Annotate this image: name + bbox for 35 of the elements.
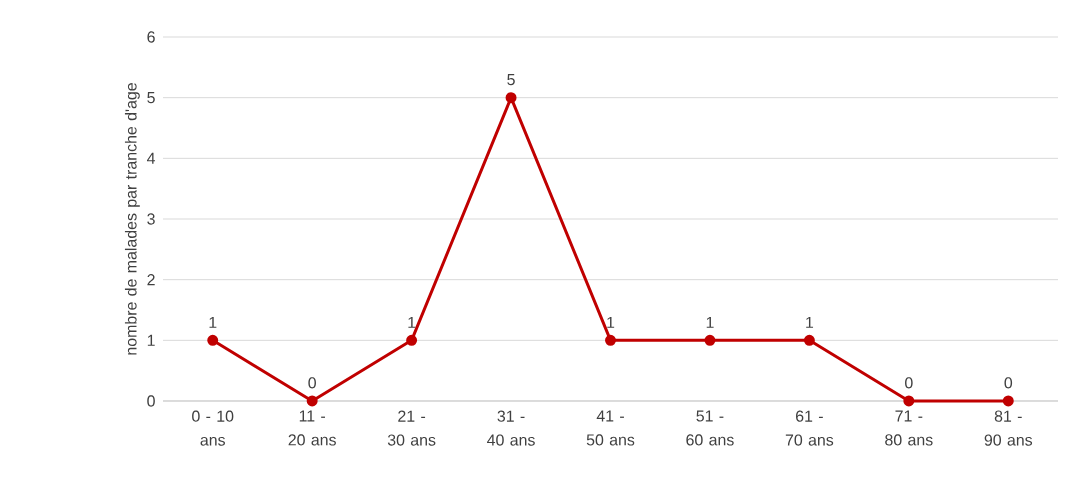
y-axis-title: nombre de malades par tranche d'age — [124, 83, 140, 355]
x-tick-label: 81 - 90 ans — [984, 410, 1033, 446]
x-tick-label: 31 - 40 ans — [487, 410, 535, 446]
y-tick-label: 6 — [147, 31, 155, 43]
point — [207, 334, 219, 346]
data-label: 5 — [507, 74, 515, 86]
point — [1002, 395, 1014, 407]
x-tick-label: 41 - 50 ans — [586, 410, 635, 446]
data-label: 0 — [308, 377, 316, 389]
y-tick-label: 4 — [146, 152, 156, 164]
y-tick-label: 1 — [147, 334, 155, 346]
point — [306, 395, 318, 407]
x-tick-label: 51 - 60 ans — [686, 410, 734, 446]
x-tick-label: 21 - 30 ans — [387, 410, 436, 446]
point — [803, 334, 815, 346]
data-label: 1 — [209, 316, 217, 328]
point — [406, 334, 418, 346]
data-label: 1 — [408, 316, 416, 328]
point — [903, 395, 915, 407]
x-tick-label: 61 - 70 ans — [785, 410, 834, 446]
data-label: 0 — [1004, 377, 1013, 389]
x-tick-label: 71 - 80 ans — [885, 410, 933, 446]
x-tick-label: 0 - 10 ans — [192, 410, 234, 446]
y-tick-label: 2 — [147, 274, 155, 286]
data-label: 1 — [607, 316, 615, 328]
data-label: 1 — [706, 316, 714, 328]
data-label: 0 — [905, 377, 913, 389]
point — [605, 334, 616, 346]
data-label: 1 — [806, 316, 814, 328]
x-tick-label: 11 - 20 ans — [288, 410, 336, 446]
point — [704, 334, 716, 346]
y-tick-label: 5 — [147, 92, 155, 104]
point — [505, 92, 517, 104]
y-tick-label: 0 — [147, 395, 155, 407]
y-tick-label: 3 — [147, 213, 155, 225]
